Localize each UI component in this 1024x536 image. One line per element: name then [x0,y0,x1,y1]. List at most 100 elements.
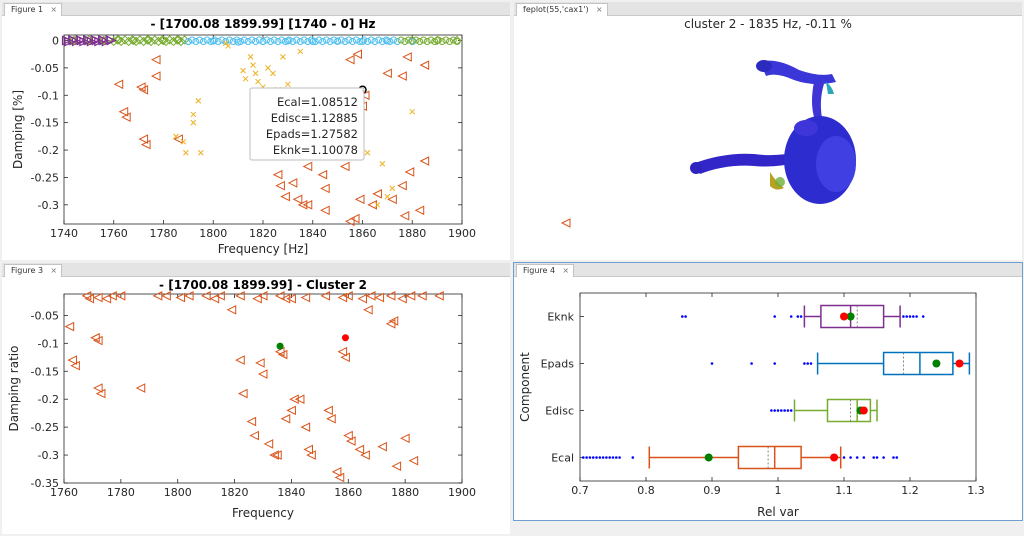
scatter-point [286,405,296,416]
scatter-point [345,36,353,44]
scatter-point [168,36,179,47]
scatter-point [265,65,271,71]
tab-figure-4[interactable]: Figure 4 × [516,264,575,277]
figure-3-plot[interactable]: - [1700.08 1899.99] - Cluster 2 1760 1780 1… [2,263,510,534]
outlier-point [892,456,895,459]
scatter-point [340,352,350,363]
y-axis-label: Damping ratio [7,346,21,432]
scatter-point [138,134,149,144]
scatter-point [106,35,117,46]
scatter-point [135,383,146,393]
scatter-point [337,346,348,357]
feplot-title: cluster 2 - 1835 Hz, -0.11 % [684,17,852,31]
scatter-point [412,36,420,44]
box-ecal [582,445,899,470]
scatter-point [118,106,129,117]
y-tick-label: -0.2 [38,144,59,157]
scatter-point [150,71,161,81]
chart-title: - [1700.08 1899.99] - Cluster 2 [159,278,367,292]
y-tick-label: -0.35 [31,477,59,490]
scatter-point [270,36,278,44]
scatter-point [349,213,360,224]
outlier-point [773,409,776,412]
x-tick-label: 1880 [391,486,419,499]
scatter-point [183,291,194,301]
scatter-point [209,293,220,304]
figure-4-tabstrip: Figure 4 × [514,263,1022,277]
scatter-point [257,291,268,301]
scatter-point [247,54,254,60]
outlier-point [582,456,585,459]
scatter-point [354,194,365,205]
scatter-point [192,37,200,45]
scatter-point [286,293,296,304]
outlier-point [710,362,714,365]
outlier-point [780,409,783,412]
feplot-view[interactable]: cluster 2 - 1835 Hz, -0.11 % [514,2,1022,260]
scatter-point [84,293,95,304]
scatter-point [195,97,202,104]
outlier-point [618,456,621,459]
scatter-point [91,35,102,46]
x-tick-label: 1 [775,484,782,497]
close-icon[interactable]: × [595,5,603,14]
outlier-point [608,456,611,459]
scatter-point [320,205,330,216]
scatter-point [384,193,391,200]
scatter-point [383,37,391,45]
scatter-point [173,134,183,144]
outlier-point [806,362,809,365]
model-stem [812,82,824,118]
y-tick-label: Edisc [545,405,574,418]
scatter-point [173,133,179,140]
close-icon[interactable]: × [50,266,58,275]
tab-figure-3[interactable]: Figure 3 × [4,264,63,277]
scatter-point [397,71,407,81]
scatter-point [84,35,95,46]
scatter-point [237,388,248,399]
scatter-point [131,36,141,47]
outlier-point [882,456,885,459]
scatter-point [255,78,261,85]
scatter-point [320,291,331,301]
scatter-point [210,36,218,44]
box-body [826,398,872,423]
outlier-point [796,315,800,318]
outlier-point [684,315,687,318]
y-tick-label: -0.25 [31,421,59,434]
figure-4-plot[interactable]: 0.7 0.8 0.9 1 1.1 1.2 1.3 Eknk Epads Edisc Ecal Rel… [514,263,1022,520]
scatter-point [280,191,290,202]
close-icon[interactable]: × [50,5,58,14]
scatter-point [294,394,305,405]
outlier-point [598,456,602,459]
figure-1-tabstrip: Figure 1 × [2,2,510,16]
chart-title: - [1700.08 1899.99] [1740 - 0] Hz [150,17,375,31]
outlier-point [809,362,813,365]
tab-feplot[interactable]: feplot(55,'cax1') × [516,3,608,16]
scatter-point [387,194,397,205]
tab-label: Figure 1 [11,5,44,14]
red-marker [840,312,848,321]
scatter-point [374,201,381,208]
x-tick-label: 0.7 [571,484,589,497]
figure-1-plot[interactable]: - [1700.08 1899.99] [1740 - 0] Hz 1740 176… [2,2,510,260]
green-marker [932,359,941,368]
scatter-point [352,36,360,44]
outlier-point [872,456,875,459]
x-tick-label: 1.1 [835,484,853,497]
scatter-point [225,36,233,44]
outlier-point [862,456,866,459]
outlier-point [783,409,786,412]
scatter-point [229,37,237,45]
y-tick-label: 0 [52,34,59,47]
scatter-point [272,169,283,180]
outlier-point [799,315,803,318]
scatter-point [266,37,274,45]
scatter-point [397,293,407,304]
scatter-point [341,37,349,45]
scatter-point [289,37,297,45]
tab-figure-1[interactable]: Figure 1 × [4,3,63,16]
close-icon[interactable]: × [562,266,570,275]
scatter-point [138,36,149,47]
scatter-point [359,90,370,101]
